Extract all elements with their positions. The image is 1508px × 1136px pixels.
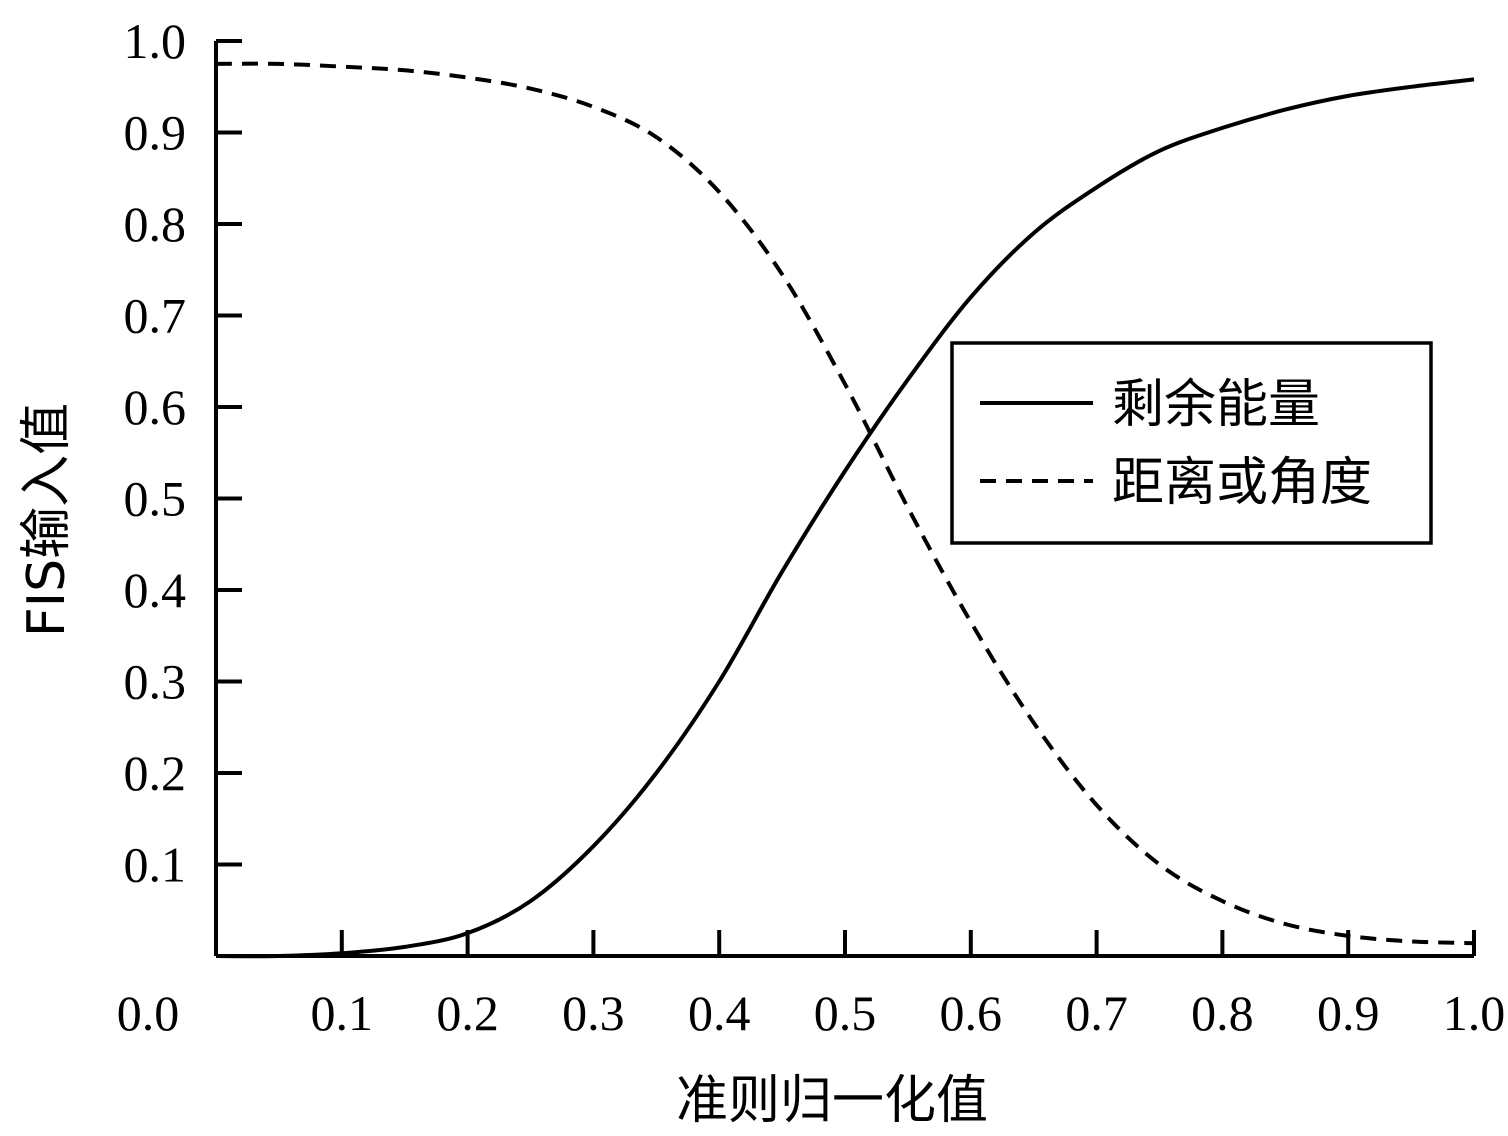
y-axis-title: FIS输入值 <box>17 403 77 637</box>
x-tick-label: 0.4 <box>688 985 751 1041</box>
y-tick-label: 1.0 <box>124 13 187 69</box>
x-tick-label: 0.6 <box>940 985 1003 1041</box>
y-tick-label: 0.4 <box>124 562 187 618</box>
series-line-distance-angle <box>215 61 1475 946</box>
x-tick-label: 1.0 <box>1443 985 1506 1041</box>
x-axis-title: 准则归一化值 <box>676 1071 988 1131</box>
legend-label-distance-angle: 距离或角度 <box>1112 453 1372 513</box>
legend: 剩余能量 距离或角度 <box>950 341 1433 545</box>
x-tick-label: 0.1 <box>311 985 374 1041</box>
series-line-remaining-energy <box>215 77 1475 959</box>
y-tick-label: 0.7 <box>124 288 187 344</box>
x-tick-label: 0.7 <box>1065 985 1128 1041</box>
x-tick-label: 0.8 <box>1191 985 1254 1041</box>
y-tick-label: 0.2 <box>124 745 187 801</box>
legend-box <box>950 341 1433 545</box>
y-tick-label: 0.9 <box>124 105 187 161</box>
y-tick-label: 0.8 <box>124 196 187 252</box>
x-tick-label: 0.5 <box>814 985 877 1041</box>
ticks: 0.0 0.1 0.2 0.3 0.4 0.5 0.6 0.7 0.8 0.9 1.0 0.1 0.2 0… <box>117 13 1506 1041</box>
x-tick-label: 0.0 <box>117 985 180 1041</box>
y-tick-label: 0.5 <box>124 471 187 527</box>
y-tick-label: 0.1 <box>124 837 187 893</box>
legend-label-remaining-energy: 剩余能量 <box>1112 375 1320 435</box>
x-tick-label: 0.9 <box>1317 985 1380 1041</box>
series <box>215 61 1475 959</box>
y-tick-label: 0.6 <box>124 379 187 435</box>
x-tick-label: 0.2 <box>436 985 499 1041</box>
y-tick-label: 0.3 <box>124 654 187 710</box>
x-tick-label: 0.3 <box>562 985 625 1041</box>
